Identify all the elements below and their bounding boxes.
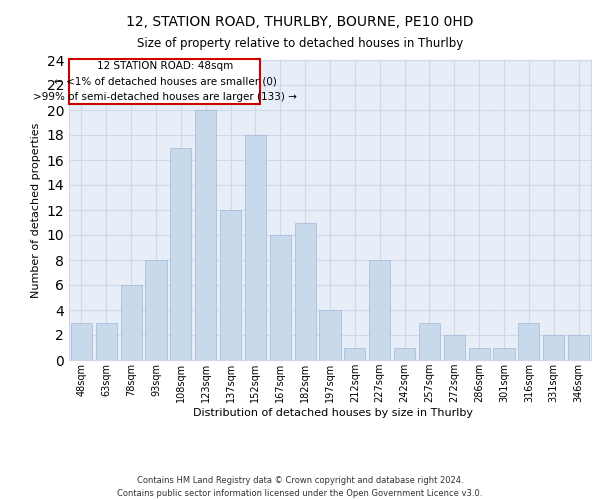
Bar bbox=[170, 148, 191, 360]
Bar bbox=[295, 222, 316, 360]
Text: 12, STATION ROAD, THURLBY, BOURNE, PE10 0HD: 12, STATION ROAD, THURLBY, BOURNE, PE10 … bbox=[126, 15, 474, 29]
Y-axis label: Number of detached properties: Number of detached properties bbox=[31, 122, 41, 298]
Bar bbox=[469, 348, 490, 360]
Bar bbox=[568, 335, 589, 360]
FancyBboxPatch shape bbox=[70, 60, 260, 104]
Bar bbox=[195, 110, 216, 360]
Bar bbox=[543, 335, 564, 360]
Bar bbox=[96, 322, 117, 360]
Bar bbox=[245, 135, 266, 360]
Bar bbox=[71, 322, 92, 360]
Bar bbox=[319, 310, 341, 360]
Bar bbox=[220, 210, 241, 360]
Bar bbox=[394, 348, 415, 360]
Bar bbox=[369, 260, 390, 360]
Bar bbox=[419, 322, 440, 360]
Bar bbox=[344, 348, 365, 360]
Bar bbox=[493, 348, 515, 360]
Text: Distribution of detached houses by size in Thurlby: Distribution of detached houses by size … bbox=[193, 408, 473, 418]
Bar bbox=[518, 322, 539, 360]
Text: Contains HM Land Registry data © Crown copyright and database right 2024.
Contai: Contains HM Land Registry data © Crown c… bbox=[118, 476, 482, 498]
Bar bbox=[121, 285, 142, 360]
Bar bbox=[444, 335, 465, 360]
Text: 12 STATION ROAD: 48sqm
← <1% of detached houses are smaller (0)
>99% of semi-det: 12 STATION ROAD: 48sqm ← <1% of detached… bbox=[33, 61, 297, 102]
Bar bbox=[145, 260, 167, 360]
Text: Size of property relative to detached houses in Thurlby: Size of property relative to detached ho… bbox=[137, 38, 463, 51]
Bar bbox=[270, 235, 291, 360]
